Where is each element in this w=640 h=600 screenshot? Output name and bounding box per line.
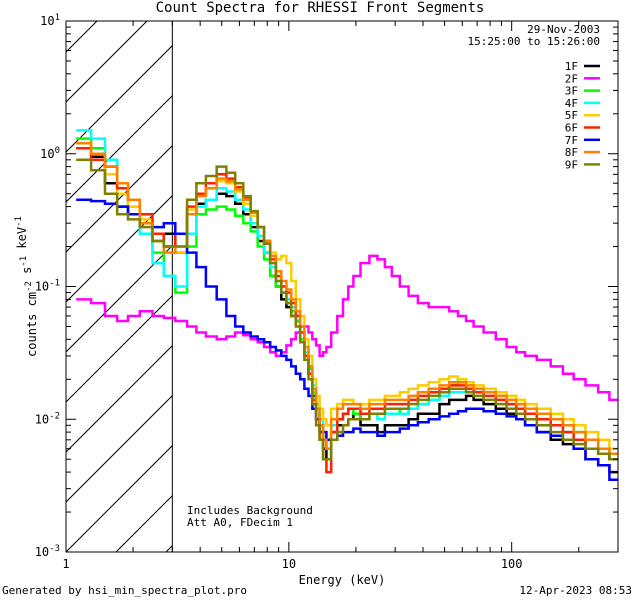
hatch-line (66, 94, 173, 203)
series-line-8f (76, 141, 618, 455)
x-tick-label: 10 (282, 557, 296, 571)
legend-label-8f: 8F (565, 146, 578, 159)
axis-ticks: 1 10 100 10-3 10-2 10-1 100 101 Energy (keV) coun… (14, 13, 619, 587)
date-time-block: 29-Nov-2003 15:25:00 to 15:26:00 (468, 24, 600, 48)
y-tick-label: 10-3 (35, 544, 60, 559)
footer-generated-by: Generated by hsi_min_spectra_plot.pro (2, 584, 248, 597)
observation-date: 29-Nov-2003 (527, 23, 600, 36)
x-axis-label: Energy (keV) (299, 573, 386, 587)
y-tick-label: 10-2 (35, 411, 60, 426)
series-group (76, 129, 618, 482)
x-tick-label: 1 (62, 557, 69, 571)
note-attenuator: Att A0, FDecim 1 (187, 516, 293, 529)
y-tick-label: 100 (40, 146, 60, 161)
note-background: Includes Background (187, 504, 313, 517)
hatch-line (66, 394, 173, 503)
legend-label-5f: 5F (565, 109, 578, 122)
series-line-9f (76, 158, 618, 461)
hatched-region (66, 21, 173, 552)
series-line-2f (76, 254, 618, 402)
legend-label-7f: 7F (565, 134, 578, 147)
legend-label-9f: 9F (565, 158, 578, 171)
y-tick-label: 101 (40, 13, 60, 28)
hatch-line (66, 444, 173, 552)
plot-frame (65, 20, 619, 553)
hatch-line (66, 244, 173, 353)
chart-title: Count Spectra for RHESSI Front Segments (155, 0, 485, 16)
legend-label-2f: 2F (565, 72, 578, 85)
hatch-line (115, 494, 173, 552)
footer-timestamp: 12-Apr-2023 08:53 (519, 584, 632, 597)
series-line-1f (76, 147, 618, 474)
legend-label-6f: 6F (565, 122, 578, 135)
time-range: 15:25:00 to 15:26:00 (467, 35, 600, 48)
hatch-line (66, 44, 173, 153)
legend-label-3f: 3F (565, 85, 578, 98)
hatch-line (66, 194, 173, 303)
notes-block: Includes Background Att A0, FDecim 1 (187, 505, 313, 529)
x-tick-label: 100 (501, 557, 523, 571)
legend-label-4f: 4F (565, 97, 578, 110)
y-tick-label: 10-1 (35, 279, 60, 294)
y-axis-label: counts cm-2 s-1 keV-1 (14, 216, 39, 357)
legend-label-1f: 1F (565, 60, 578, 73)
